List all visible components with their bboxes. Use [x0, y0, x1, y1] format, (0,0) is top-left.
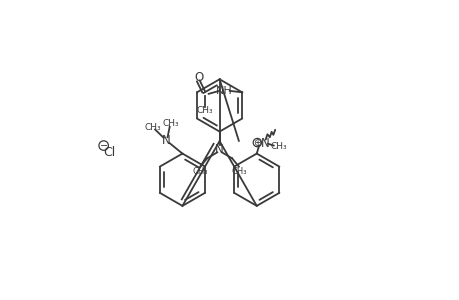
Text: Cl: Cl: [103, 146, 116, 160]
Text: NH: NH: [216, 86, 232, 96]
Text: CH₃: CH₃: [270, 142, 287, 151]
Text: CH₃: CH₃: [162, 119, 179, 128]
Text: N: N: [261, 137, 269, 150]
Text: CH₃: CH₃: [231, 167, 246, 176]
Text: O: O: [194, 71, 203, 84]
Text: CH₃: CH₃: [144, 123, 161, 132]
Text: N: N: [162, 134, 170, 147]
Text: CH₃: CH₃: [196, 106, 213, 115]
Text: −: −: [100, 140, 107, 151]
Text: N: N: [215, 143, 224, 156]
Text: CH₃: CH₃: [192, 167, 207, 176]
Text: ⊕: ⊕: [253, 138, 261, 148]
